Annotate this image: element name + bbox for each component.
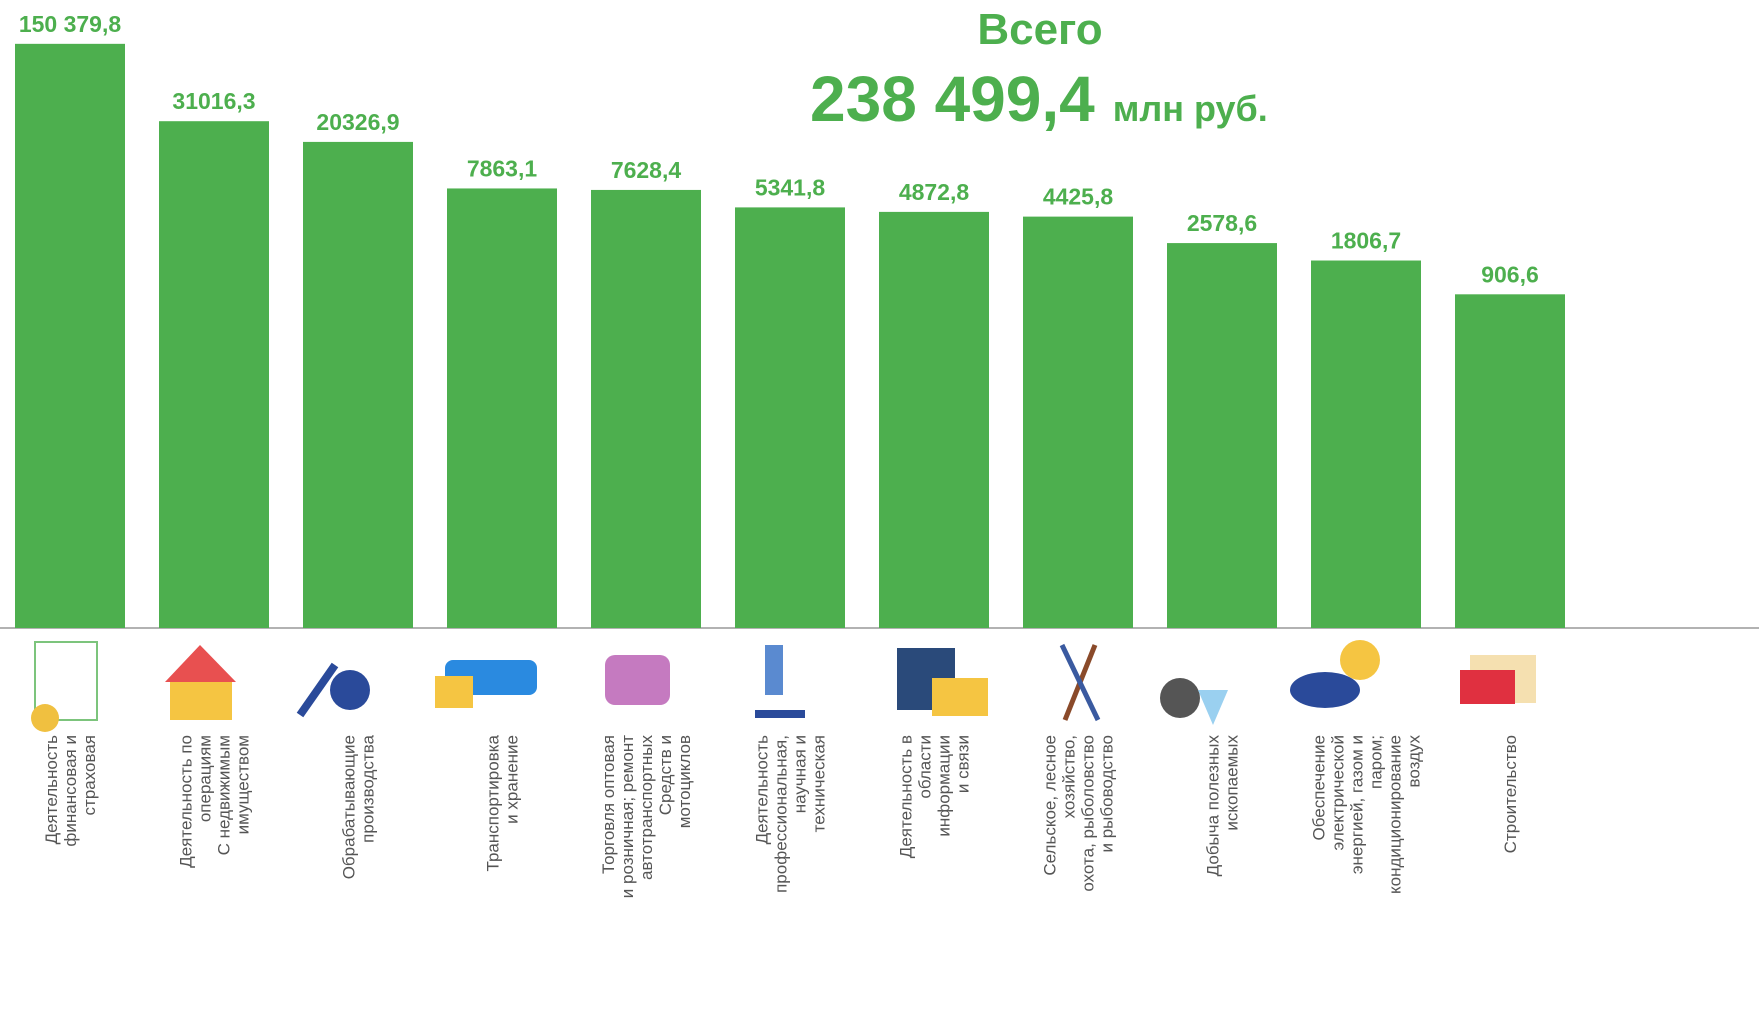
x-tick-label: финансовая и bbox=[61, 735, 80, 847]
bar bbox=[1455, 294, 1565, 628]
bar bbox=[735, 207, 845, 628]
x-tick-label: электрической bbox=[1329, 735, 1348, 850]
x-tick-label: Деятельность в bbox=[897, 735, 916, 858]
value-label: 31016,3 bbox=[172, 88, 255, 114]
total-unit: млн руб. bbox=[1113, 88, 1268, 129]
icon-coin bbox=[31, 704, 59, 732]
x-tick-label: Торговля оптовая bbox=[599, 735, 618, 874]
bar bbox=[447, 188, 557, 628]
x-tick-label: и хранение bbox=[503, 735, 522, 824]
bar bbox=[15, 43, 125, 628]
icon-roof bbox=[165, 645, 236, 682]
x-tick-label: и розничная; ремонт bbox=[618, 735, 637, 898]
total-value: 238 499,4 bbox=[810, 63, 1095, 135]
x-tick-label: производства bbox=[359, 734, 378, 842]
icon-microscope bbox=[765, 645, 783, 695]
icon-diamond bbox=[1198, 690, 1228, 725]
x-tick-label: Добыча полезных bbox=[1204, 735, 1223, 877]
icon-box bbox=[435, 676, 473, 708]
x-tick-label: Обеспечение bbox=[1310, 735, 1329, 840]
icons bbox=[31, 640, 1536, 732]
value-label: 1806,7 bbox=[1331, 228, 1401, 254]
bar bbox=[879, 211, 989, 628]
x-tick-label: Деятельность по bbox=[177, 735, 196, 868]
x-tick-label: паром; bbox=[1367, 735, 1386, 789]
total: 238 499,4 млн руб. bbox=[810, 63, 1268, 135]
icon-car bbox=[605, 655, 670, 705]
x-tick-label: операциям bbox=[196, 735, 215, 822]
x-tick-label: области bbox=[916, 735, 935, 799]
x-tick-label: информации bbox=[935, 735, 954, 837]
value-label: 906,6 bbox=[1481, 261, 1539, 287]
icon-microscope-base bbox=[755, 710, 805, 718]
value-label: 7863,1 bbox=[467, 155, 538, 181]
icon-bricks bbox=[1460, 670, 1515, 704]
x-tick-label: Деятельность bbox=[753, 735, 772, 845]
x-tick-label: техническая bbox=[810, 735, 829, 832]
x-tick-label: мотоциклов bbox=[675, 735, 694, 828]
x-tick-label: имуществом bbox=[234, 735, 253, 834]
x-tick-label: ископаемых bbox=[1223, 735, 1242, 831]
x-tick-label: кондиционирование bbox=[1386, 735, 1405, 894]
bar bbox=[159, 121, 269, 629]
icon-envelope bbox=[932, 678, 988, 716]
value-label: 2578,6 bbox=[1187, 210, 1257, 236]
bar bbox=[591, 189, 701, 628]
icon-gun bbox=[1059, 643, 1101, 722]
bar bbox=[303, 141, 413, 629]
x-tick-label: Средств и bbox=[656, 735, 675, 815]
x-tick-label: энергией, газом и bbox=[1348, 735, 1367, 874]
x-tick-label: Транспортировка bbox=[484, 734, 503, 871]
x-tick-label: научная и bbox=[791, 735, 810, 813]
bar bbox=[1023, 216, 1133, 628]
icon-bulb bbox=[1340, 640, 1380, 680]
x-tick-label: воздух bbox=[1405, 735, 1424, 788]
icon-hammer bbox=[296, 662, 339, 718]
x-tick-label: страховая bbox=[80, 735, 99, 815]
value-label: 7628,4 bbox=[611, 157, 682, 183]
x-tick-label: автотранспортных bbox=[637, 735, 656, 881]
x-tick-label: хозяйство, bbox=[1060, 735, 1079, 818]
x-tick-label: Деятельность bbox=[42, 735, 61, 845]
x-tick-label: и связи bbox=[954, 735, 973, 793]
icon-burner bbox=[1290, 672, 1360, 708]
chart-title: Всего bbox=[977, 5, 1102, 54]
x-tick-label: С недвижимым bbox=[215, 735, 234, 855]
x-tick-label: охота, рыболовство bbox=[1079, 735, 1098, 892]
x-tick-label: профессиональная, bbox=[772, 735, 791, 893]
bar bbox=[1167, 243, 1277, 629]
value-label: 4425,8 bbox=[1043, 184, 1114, 210]
icon-gear bbox=[330, 670, 370, 710]
x-tick-label: и рыбоводство bbox=[1098, 735, 1117, 853]
bar bbox=[1311, 260, 1421, 628]
x-tick-label: Сельское, лесное bbox=[1041, 735, 1060, 876]
x-tick-label: Строительство bbox=[1501, 735, 1520, 853]
value-label: 20326,9 bbox=[316, 109, 399, 135]
value-label: 150 379,8 bbox=[19, 11, 122, 37]
icon-shovel bbox=[1160, 678, 1200, 718]
x-tick-label: Обрабатывающие bbox=[340, 735, 359, 879]
value-label: 4872,8 bbox=[899, 179, 970, 205]
value-label: 5341,8 bbox=[755, 174, 826, 200]
